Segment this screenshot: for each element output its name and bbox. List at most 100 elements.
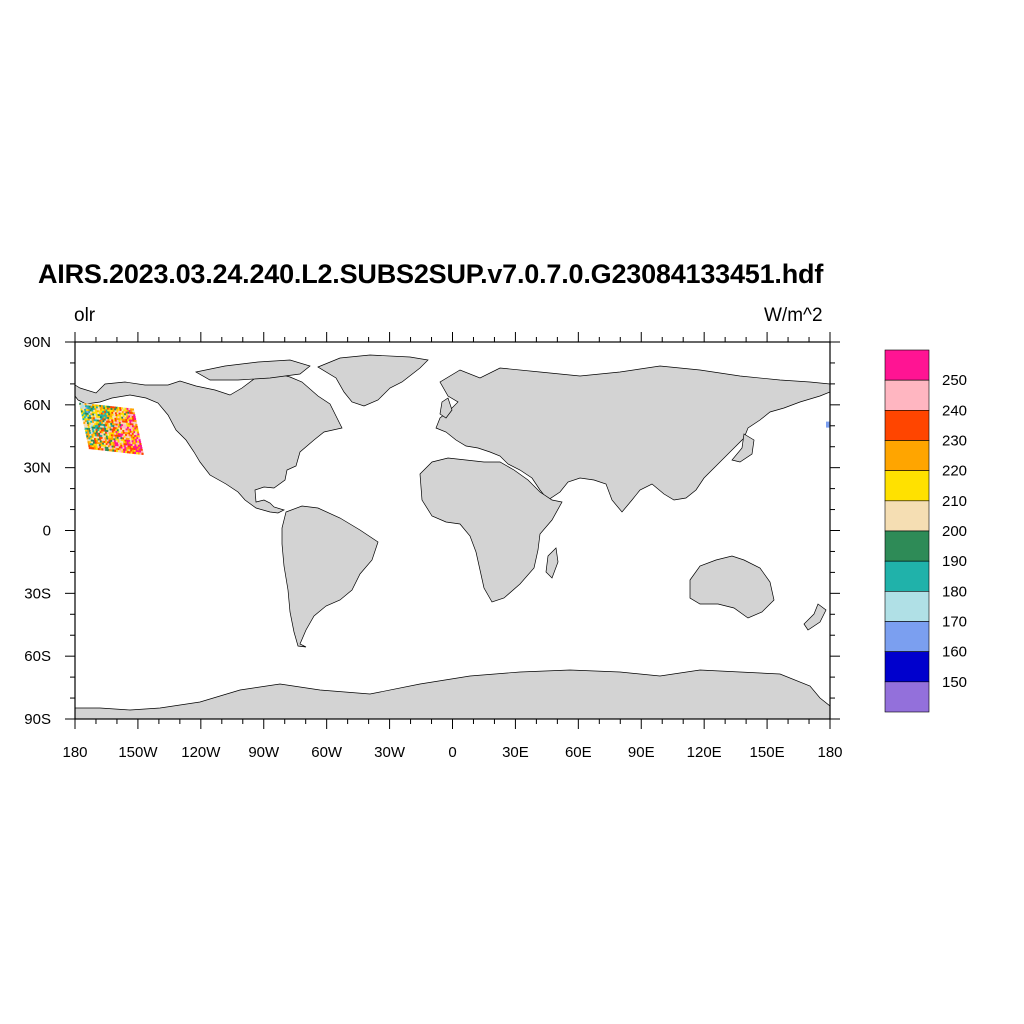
granule-cell: [117, 440, 120, 443]
granule-cell: [133, 418, 137, 421]
granule-cell: [98, 417, 101, 421]
granule-cell: [115, 423, 118, 426]
granule-cell: [106, 407, 109, 410]
granule-cell: [107, 411, 110, 414]
granule-cell: [105, 416, 108, 420]
antarctica: [75, 669, 830, 719]
colorbar-swatch: [884, 530, 930, 562]
new-zealand: [803, 603, 827, 631]
granule-cell: [118, 420, 121, 423]
granule-cell: [117, 416, 120, 419]
granule-cell: [109, 443, 112, 446]
granule-cell: [826, 421, 830, 428]
granule-cell: [124, 432, 127, 435]
granule-cell: [84, 408, 87, 412]
granule-cell: [117, 406, 120, 410]
granule-cell: [87, 424, 90, 427]
granule-cell: [96, 417, 99, 420]
granule-cell: [109, 445, 112, 448]
granule-cell: [119, 448, 122, 451]
granule-cell: [121, 424, 124, 427]
lon-tick-label: 180: [817, 744, 842, 761]
granule-cell: [130, 432, 133, 435]
granule-cell: [113, 430, 116, 434]
granule-cell: [137, 435, 140, 438]
granule-cell: [110, 408, 113, 411]
granule-cell: [125, 419, 128, 422]
granule-cell: [133, 442, 137, 445]
granule-cell: [130, 442, 133, 445]
granule-cell: [124, 413, 127, 416]
granule-cell: [87, 433, 90, 436]
granule-cell: [101, 408, 104, 412]
granule-cell: [110, 409, 114, 413]
granule-cell: [107, 428, 110, 431]
granule-cell: [95, 445, 98, 448]
lat-tick-label: 0: [43, 523, 51, 540]
granule-cell: [113, 406, 116, 409]
granule-cell: [108, 422, 111, 426]
granule-cell: [101, 440, 104, 444]
granule-cell: [104, 429, 107, 433]
granule-cell: [135, 425, 138, 429]
granule-cell: [122, 448, 126, 451]
granule-cell: [125, 450, 128, 454]
granule-cell: [131, 440, 134, 443]
granule-cell: [93, 426, 96, 429]
granule-cell: [88, 422, 91, 425]
granule-cell: [85, 409, 89, 412]
granule-cell: [91, 417, 94, 420]
granule-cell: [126, 407, 129, 411]
granule-cell: [134, 421, 137, 425]
granule-cell: [130, 419, 133, 422]
granule-cell: [99, 416, 102, 419]
granule-cell: [109, 437, 113, 441]
granule-cell: [124, 407, 127, 410]
granule-cell: [87, 426, 90, 429]
granule-cell: [118, 422, 121, 425]
granule-cell: [97, 447, 100, 451]
granule-cell: [119, 414, 122, 417]
granule-cell: [108, 430, 111, 433]
granule-cell: [126, 417, 129, 420]
colorbar-label: 180: [942, 583, 967, 600]
colorbar-swatch: [884, 681, 930, 713]
granule-cell: [128, 432, 131, 435]
granule-cell: [124, 439, 127, 442]
granule-cell: [99, 438, 102, 441]
granule-cell: [93, 409, 96, 413]
granule-cell: [99, 433, 103, 436]
lon-tick-label: 120E: [687, 744, 722, 761]
granule-cell: [101, 423, 104, 427]
granule-cell: [119, 416, 122, 419]
granule-cell: [96, 415, 99, 419]
granule-cell: [99, 446, 102, 449]
granule-cell: [138, 441, 142, 444]
granule-cell: [124, 424, 127, 427]
granule-cell: [133, 423, 136, 426]
granule-cell: [107, 417, 110, 420]
granule-cell: [110, 415, 113, 418]
granule-cell: [111, 421, 114, 424]
granule-cell: [88, 413, 91, 416]
granule-cell: [102, 446, 106, 449]
granule-cell: [131, 408, 135, 411]
granule-cell: [89, 418, 92, 422]
granule-cell: [115, 440, 118, 443]
colorbar-swatch: [884, 470, 930, 502]
granule-cell: [129, 423, 132, 426]
granule-cell: [106, 415, 109, 418]
granule-cell: [127, 438, 130, 441]
granule-cell: [89, 409, 92, 412]
granule-cell: [110, 406, 113, 409]
granule-cell: [98, 419, 102, 423]
granule-cell: [99, 429, 102, 432]
lat-tick-label: 30N: [23, 460, 51, 477]
granule-cell: [106, 432, 109, 435]
granule-cell: [118, 438, 122, 442]
granule-cell: [133, 448, 136, 451]
granule-cell: [109, 413, 113, 416]
granule-cell: [127, 413, 130, 416]
latitude-axis: 90N 60N 30N 0 30S 60S 90S: [23, 334, 840, 728]
granule-cell: [129, 430, 132, 433]
